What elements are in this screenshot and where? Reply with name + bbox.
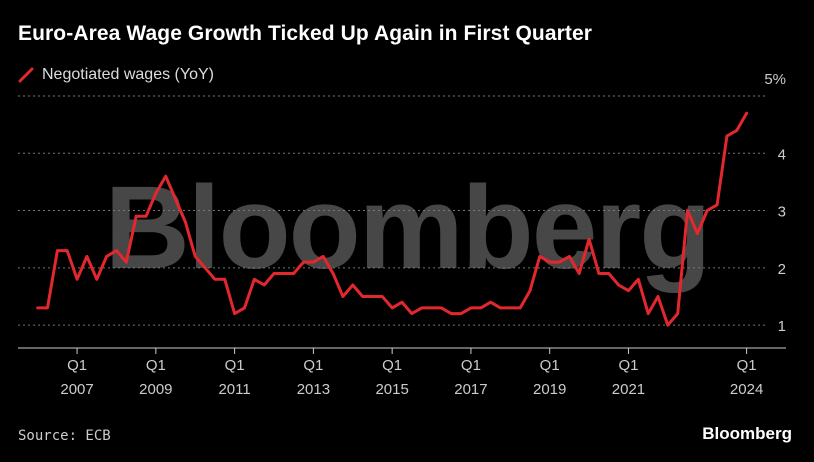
y-tick-label: 4 xyxy=(778,146,786,163)
y-tick-label: 5% xyxy=(764,71,786,88)
y-tick-label: 1 xyxy=(778,318,786,335)
x-tick-label-year: 2011 xyxy=(218,381,250,398)
x-tick-label-quarter: Q1 xyxy=(146,357,166,374)
source-note: Source: ECB xyxy=(18,428,111,444)
y-tick-label: 3 xyxy=(778,204,786,221)
x-tick-label-year: 2017 xyxy=(454,381,487,398)
legend-label: Negotiated wages (YoY) xyxy=(42,66,214,83)
x-tick-label-year: 2007 xyxy=(60,381,93,398)
x-tick-label-quarter: Q1 xyxy=(737,357,757,374)
chart-title: Euro-Area Wage Growth Ticked Up Again in… xyxy=(18,22,593,45)
x-tick-label-year: 2015 xyxy=(375,381,408,398)
y-tick-label: 2 xyxy=(778,261,786,278)
x-tick-label-year: 2021 xyxy=(612,381,645,398)
series-line-negotiated-wages xyxy=(36,111,749,327)
x-tick-label-quarter: Q1 xyxy=(303,357,323,374)
x-tick-label-quarter: Q1 xyxy=(461,357,481,374)
brand-logo-text: Bloomberg xyxy=(702,424,792,443)
x-tick-label-year: 2013 xyxy=(297,381,330,398)
x-tick-label-year: 2019 xyxy=(533,381,566,398)
legend-line-icon xyxy=(18,67,34,83)
x-tick-label-quarter: Q1 xyxy=(67,357,87,374)
x-tick-label-quarter: Q1 xyxy=(225,357,245,374)
x-tick-label-year: 2024 xyxy=(730,381,763,398)
x-tick-label-quarter: Q1 xyxy=(382,357,402,374)
legend: Negotiated wages (YoY) xyxy=(18,66,214,84)
x-tick-label-quarter: Q1 xyxy=(540,357,560,374)
x-tick-label-year: 2009 xyxy=(139,381,172,398)
x-tick-label-quarter: Q1 xyxy=(618,357,638,374)
